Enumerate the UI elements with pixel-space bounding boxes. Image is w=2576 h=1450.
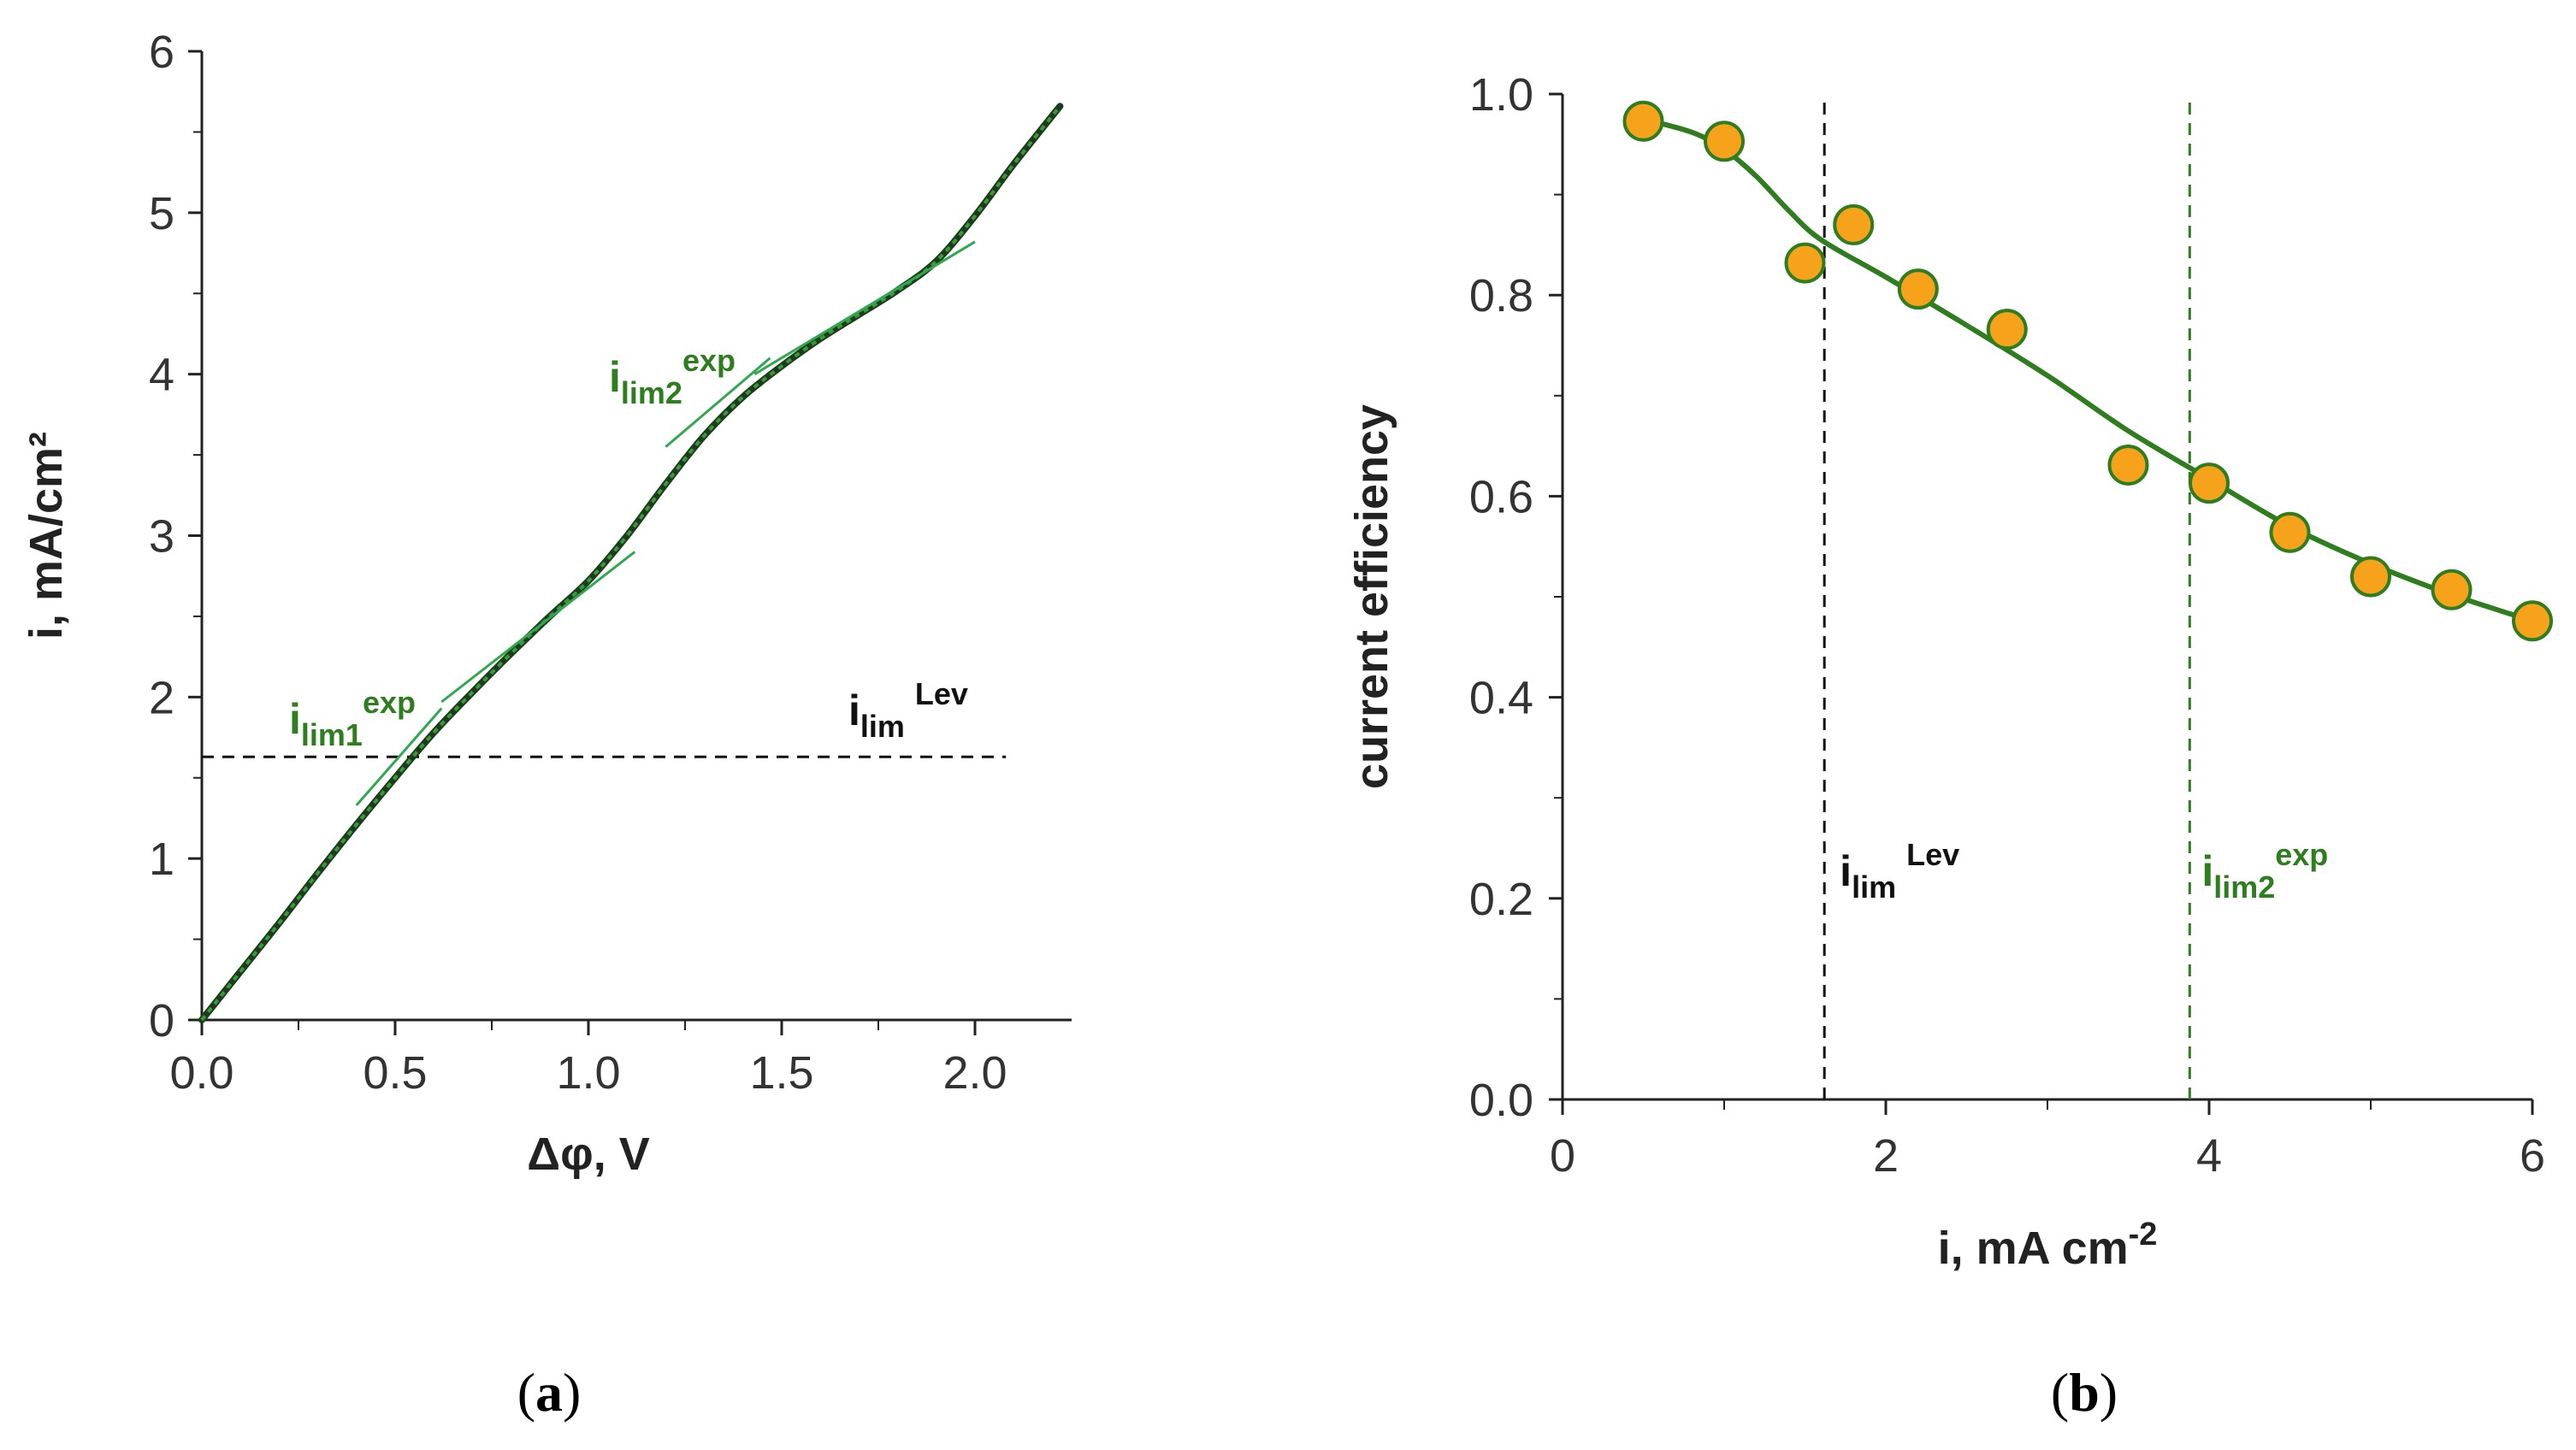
annotation-base: i — [2201, 847, 2213, 895]
panel-b-data-point — [1897, 268, 1939, 310]
panel-a-y-tick-label: 4 — [149, 350, 174, 401]
annotation-subscript: lim — [1852, 869, 1896, 905]
panel-a-tangent-line-3 — [665, 357, 771, 448]
panel-a-x-tick-label: 1.5 — [749, 1047, 813, 1099]
panel-a-iv-curve-green — [200, 104, 1061, 1022]
panel-a-y-tick-label: 5 — [149, 188, 174, 239]
panel-a-x-tick-label: 0.0 — [169, 1047, 233, 1099]
panel-b-x-tick-label: 4 — [2196, 1130, 2222, 1182]
panel-b-y-tick-label: 1.0 — [1469, 69, 1533, 121]
annotation-superscript: exp — [682, 343, 736, 378]
panel-b-data-point — [1622, 100, 1664, 142]
panel-b-x-axis-title-superscript: -2 — [2129, 1217, 2158, 1253]
panel-a-annotation-ilim1-exp: ilim1exp — [289, 685, 416, 752]
panel-b-x-tick-label: 2 — [1873, 1130, 1899, 1182]
panel-a-tangent-line-1 — [355, 707, 443, 806]
annotation-base: i — [289, 695, 301, 743]
panel-b-data-point — [2350, 556, 2391, 598]
panel-b-data-point — [2107, 444, 2149, 486]
annotation-superscript: exp — [363, 685, 416, 720]
annotation-base: i — [609, 353, 621, 401]
panel-a-y-tick-label: 3 — [149, 511, 174, 563]
panel-a-y-tick-label: 0 — [149, 995, 174, 1046]
panel-a-iv-curve-dark — [198, 103, 1064, 1023]
annotation-subscript: lim1 — [301, 717, 363, 752]
panel-b-annotation-ilim2-exp: ilim2exp — [2201, 837, 2328, 905]
panel-b-label-letter: b — [2069, 1362, 2100, 1423]
annotation-superscript: exp — [2275, 837, 2328, 872]
annotation-subscript: lim — [860, 709, 905, 744]
panel-a-x-tick-label: 0.5 — [363, 1047, 427, 1099]
panel-b-x-tick-label: 6 — [2520, 1130, 2545, 1182]
panel-b-y-tick-label: 0.4 — [1469, 673, 1533, 724]
panel-a-x-tick-label: 2.0 — [942, 1047, 1007, 1099]
panel-a-y-tick-label: 1 — [149, 834, 174, 885]
panel-b-y-axis-title: current efficiency — [1346, 404, 1397, 789]
panel-a-annotation-ilim2-exp: ilim2exp — [609, 343, 736, 410]
panel-b-data-point — [2431, 569, 2473, 610]
panel-a-label-letter: a — [535, 1362, 563, 1423]
panel-b: 0 2 4 6 0.0 0.2 0.4 0.6 0.8 1.0 i, mA cm-2 curren… — [1346, 69, 2553, 1423]
panel-a-annotation-ilim-lev: ilim Lev — [848, 676, 968, 744]
panel-b-data-point — [1784, 242, 1826, 284]
panel-a-x-axis-title: Δφ, V — [527, 1129, 649, 1180]
panel-b-annotation-ilim-lev: ilim Lev — [1840, 837, 1959, 905]
panel-b-x-axis-title: i, mA cm-2 — [1938, 1217, 2158, 1274]
annotation-subscript: lim2 — [621, 375, 682, 410]
panel-a-x-tick-label: 1.0 — [556, 1047, 620, 1099]
panel-b-data-point — [1833, 203, 1875, 245]
panel-b-data-point — [2512, 600, 2553, 642]
annotation-base: i — [1840, 847, 1852, 895]
panel-b-label: (b) — [2051, 1362, 2118, 1423]
panel-b-y-tick-label: 0.0 — [1469, 1075, 1533, 1126]
panel-b-x-axis-title-text: i, mA cm — [1938, 1223, 2129, 1274]
panel-a-label: (a) — [517, 1362, 582, 1423]
panel-b-y-tick-label: 0.2 — [1469, 874, 1533, 925]
panel-a-y-tick-label: 2 — [149, 672, 174, 723]
panel-a-tangent-line-2 — [440, 551, 636, 704]
panel-a: 0.0 0.5 1.0 1.5 2.0 0 1 2 3 4 5 6 Δφ, V i, mA/cm² i… — [21, 27, 1072, 1423]
panel-a-tangent-line-4 — [753, 240, 976, 375]
annotation-base: i — [848, 687, 860, 734]
panel-b-data-point — [1704, 121, 1745, 162]
panel-b-x-tick-label: 0 — [1550, 1130, 1575, 1182]
panel-b-data-point — [2269, 511, 2311, 553]
panel-a-y-tick-label: 6 — [149, 27, 174, 78]
annotation-superscript: Lev — [915, 676, 968, 711]
panel-b-data-point — [2189, 463, 2230, 504]
panel-b-y-tick-label: 0.8 — [1469, 270, 1533, 321]
panel-b-fit-curve — [1640, 116, 2535, 624]
panel-a-y-axis-title: i, mA/cm² — [21, 432, 72, 640]
annotation-superscript: Lev — [1906, 837, 1959, 872]
annotation-subscript: lim2 — [2213, 869, 2275, 905]
panel-b-y-tick-label: 0.6 — [1469, 471, 1533, 522]
panel-b-data-point — [1986, 309, 2028, 351]
